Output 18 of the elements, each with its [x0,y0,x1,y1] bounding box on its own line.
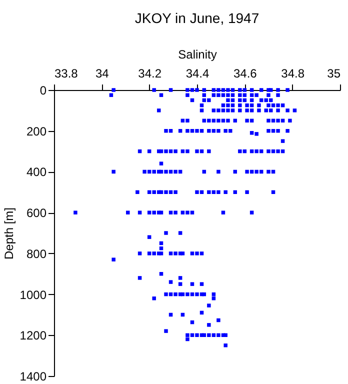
y-tick-label: 1400 [20,370,47,384]
chart-title: JKOY in June, 1947 [134,10,260,26]
y-tick-label: 1000 [20,288,47,302]
x-tick-label: 34.4 [186,66,210,80]
x-tick-label: 35 [327,66,341,80]
x-tick-label: 34.8 [281,66,305,80]
x-tick-label: 34.6 [233,66,258,80]
y-tick-label: 1200 [20,328,47,343]
y-tick-label: 800 [26,246,47,261]
x-axis-title: Salinity [178,48,217,62]
x-tick-label: 34.2 [138,66,162,80]
y-tick-label: 0 [40,84,47,98]
y-tick-label: 200 [26,124,47,138]
y-tick-label: 400 [26,165,47,180]
y-axis-title: Depth [m] [2,207,16,260]
y-tick-label: 600 [26,206,47,220]
x-tick-label: 33.8 [54,66,78,80]
x-tick-label: 34 [95,66,110,80]
